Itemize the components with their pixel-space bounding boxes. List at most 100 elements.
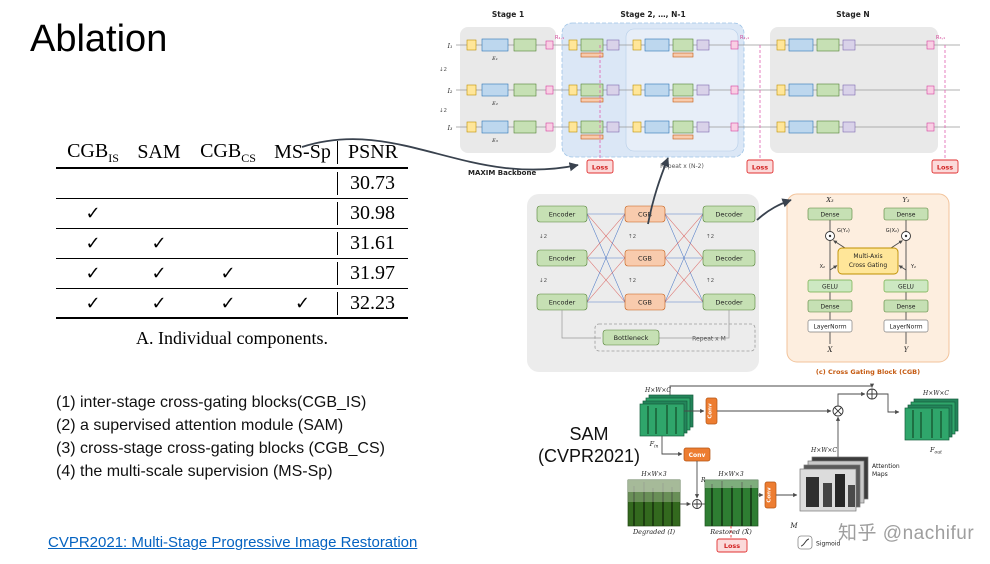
- layernorm-block: [807, 319, 853, 333]
- psnr-value: 30.73: [337, 172, 408, 195]
- gelu-block: [807, 279, 853, 293]
- cgb-input-right: Y: [904, 346, 910, 354]
- input-label-2: I₂: [447, 88, 453, 95]
- output-label-1: R₁,₁: [555, 35, 564, 41]
- table-row: ✓ 30.98: [56, 199, 408, 229]
- gate-signal-left: G(Y₂): [837, 228, 850, 234]
- repeat-label: Repeat x M: [692, 336, 726, 343]
- svg-text:Decoder: Decoder: [715, 211, 743, 219]
- svg-text:GELU: GELU: [822, 284, 838, 291]
- bottleneck-block: [602, 329, 660, 346]
- note-line-1: (1) inter-stage cross-gating blocks(CGB_…: [56, 394, 367, 411]
- repeat-stage-label: Repeat x (N-2): [660, 163, 704, 170]
- unet-panel: [527, 194, 759, 372]
- multiply-node: [832, 405, 844, 417]
- loss-label: Loss: [937, 164, 953, 172]
- table-header-row: CGBIS SAM CGBCS MS-Sp PSNR: [56, 138, 408, 169]
- paper-link[interactable]: CVPR2021: Multi-Stage Progressive Image …: [48, 534, 418, 551]
- restored-dims: H×W×3: [717, 471, 743, 478]
- loss-label: Loss: [724, 542, 740, 550]
- svg-text:LayerNorm: LayerNorm: [813, 324, 846, 331]
- check-cell: ✓: [85, 263, 101, 284]
- note-line-2: (2) a supervised attention module (SAM): [56, 417, 344, 434]
- svg-text:Encoder: Encoder: [549, 211, 576, 219]
- svg-text:Dense: Dense: [821, 212, 840, 219]
- upscale-label: ↑2: [706, 277, 714, 284]
- cgb-block: [624, 249, 666, 267]
- downscale-label: ↓2: [539, 277, 547, 284]
- encoder-decoder-diagram: Encoder Encoder Encoder ↓2 ↓2 CGB CGB CG…: [527, 194, 759, 372]
- check-cell: ✓: [294, 292, 311, 314]
- backbone-label: MAXIM Backbone: [468, 169, 536, 177]
- add-node: [866, 388, 878, 400]
- table-row: ✓ ✓ ✓ ✓ 32.23: [56, 289, 408, 319]
- mid-signal-right: Y₂: [910, 264, 916, 270]
- watermark: 知乎 @nachifur: [838, 523, 975, 544]
- col-header-ms-sp: MS-Sp: [274, 141, 331, 163]
- downscale-label: ↓2: [439, 107, 447, 114]
- svg-text:Encoder: Encoder: [549, 299, 576, 307]
- attention-m-label: M: [789, 522, 798, 530]
- loss-label: Loss: [592, 164, 608, 172]
- encoder-sublabel-1: E₁: [491, 56, 498, 62]
- col-header-cgb-cs: CGBCS: [200, 139, 256, 165]
- decoder-block: [702, 205, 756, 223]
- svg-text:LayerNorm: LayerNorm: [889, 324, 922, 331]
- col-header-sam: SAM: [137, 141, 181, 163]
- decoder-block: [702, 249, 756, 267]
- cgb-input-left: X: [827, 346, 834, 354]
- cgb-output-left: X₃: [825, 196, 834, 204]
- svg-text:Decoder: Decoder: [715, 299, 743, 307]
- svg-text:Dense: Dense: [897, 212, 916, 219]
- attention-label-1: Attention: [872, 463, 900, 470]
- table-caption: A. Individual components.: [136, 328, 328, 348]
- loss-box: [931, 159, 959, 174]
- feature-input-stack: [639, 394, 694, 437]
- svg-text:Dense: Dense: [897, 304, 916, 311]
- cgb-output-right: Y₃: [903, 196, 910, 204]
- psnr-value: 31.97: [337, 262, 408, 285]
- downscale-label: ↓2: [439, 66, 447, 73]
- stage1-label: Stage 1: [492, 10, 524, 19]
- ablation-table: CGBIS SAM CGBCS MS-Sp PSNR 30.73 ✓ 30.98…: [56, 138, 408, 319]
- attention-dims: H×W×C: [810, 447, 837, 454]
- add-node: [692, 499, 702, 509]
- layernorm-block: [883, 319, 929, 333]
- check-cell: ✓: [220, 292, 236, 314]
- psnr-value: 31.61: [337, 232, 408, 255]
- sam-title: SAM (CVPR2021): [537, 424, 641, 466]
- svg-text:Cross Gating: Cross Gating: [849, 262, 888, 269]
- loss-box: [746, 159, 774, 174]
- cross-gating-block-diagram: X₃ Y₃ Dense Dense G(Y₂) G(X₂) Multi-Axis…: [786, 193, 950, 376]
- multi-axis-gating-block: [837, 247, 899, 275]
- stage2-label: Stage 2, …, N-1: [620, 10, 685, 19]
- output-label-2: R₂,₁: [740, 35, 749, 41]
- upscale-label: ↑2: [706, 233, 714, 240]
- encoder-block: [536, 249, 588, 267]
- encoder-block: [536, 205, 588, 223]
- svg-text:CGB: CGB: [638, 211, 652, 219]
- downscale-label: ↓2: [539, 233, 547, 240]
- gelu-block: [883, 279, 929, 293]
- fout-dims: H×W×C: [922, 390, 949, 397]
- sigmoid-label: Sigmoid: [816, 541, 840, 548]
- check-cell: ✓: [85, 233, 101, 254]
- attention-maps-stack: [799, 456, 869, 512]
- svg-text:Conv: Conv: [689, 452, 706, 459]
- table-row: ✓ ✓ ✓ 31.97: [56, 259, 408, 289]
- svg-text:Encoder: Encoder: [549, 255, 576, 263]
- note-line-3: (3) cross-stage cross-gating blocks (CGB…: [56, 440, 385, 457]
- notes-list: (1) inter-stage cross-gating blocks(CGB_…: [56, 391, 385, 483]
- table-row: 30.73: [56, 169, 408, 199]
- check-cell: ✓: [151, 292, 167, 314]
- col-header-cgb-is: CGBIS: [67, 139, 119, 165]
- svg-text:Bottleneck: Bottleneck: [614, 334, 649, 342]
- check-cell: ✓: [151, 233, 167, 254]
- loss-label: Loss: [752, 164, 768, 172]
- feature-output-stack: [904, 398, 959, 441]
- gate-signal-right: G(X₂): [886, 228, 899, 234]
- input-label-3: I₃: [447, 125, 453, 132]
- degraded-label: Degraded (I): [632, 528, 676, 536]
- encoder-sublabel-2: E₂: [491, 101, 498, 107]
- attention-label-2: Maps: [872, 471, 888, 478]
